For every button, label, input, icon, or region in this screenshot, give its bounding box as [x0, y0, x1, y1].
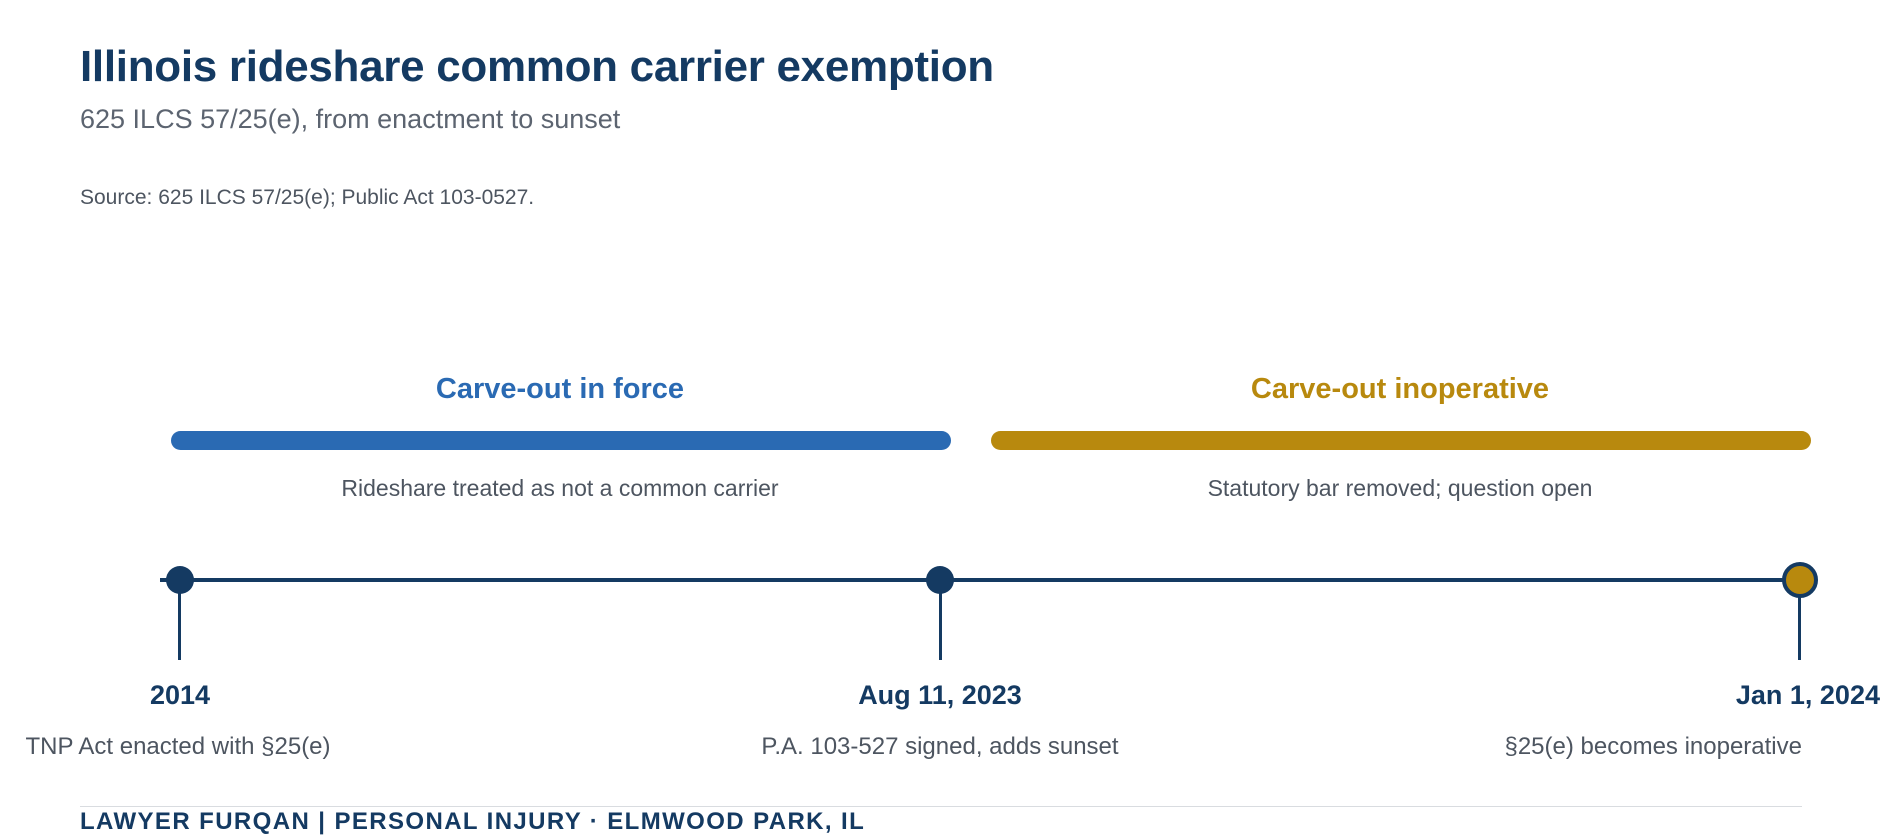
footer-divider	[80, 806, 1802, 807]
milestone-tick-aug-2023	[939, 580, 942, 660]
milestone-dot-jan-2024	[1782, 562, 1818, 598]
milestone-date-2014: 2014	[149, 680, 211, 710]
milestone-tick-2014	[178, 580, 181, 660]
milestone-event-2014: TNP Act enacted with §25(e)	[25, 733, 331, 760]
source-note: Source: 625 ILCS 57/25(e); Public Act 10…	[80, 186, 535, 209]
phase-label-inoperative: Carve-out inoperative	[1250, 373, 1550, 405]
milestone-event-jan-2024: §25(e) becomes inoperative	[1504, 733, 1802, 760]
phase-bar-in-force	[171, 431, 951, 450]
milestone-date-aug-2023: Aug 11, 2023	[858, 680, 1022, 710]
milestone-event-aug-2023: P.A. 103-527 signed, adds sunset	[761, 733, 1119, 760]
phase-bar-inoperative	[991, 431, 1811, 450]
footer-branding: LAWYER FURQAN | PERSONAL INJURY · ELMWOO…	[80, 808, 866, 835]
page-subtitle: 625 ILCS 57/25(e), from enactment to sun…	[80, 104, 621, 134]
page-title: Illinois rideshare common carrier exempt…	[80, 42, 994, 91]
timeline-axis	[160, 578, 1812, 582]
milestone-dot-aug-2023	[926, 566, 954, 594]
milestone-dot-2014	[166, 566, 194, 594]
milestone-tick-jan-2024	[1798, 580, 1801, 660]
milestone-date-jan-2024: Jan 1, 2024	[1735, 680, 1880, 710]
phase-label-in-force: Carve-out in force	[435, 373, 685, 405]
phase-description-in-force: Rideshare treated as not a common carrie…	[341, 475, 779, 501]
phase-description-inoperative: Statutory bar removed; question open	[1207, 475, 1593, 501]
